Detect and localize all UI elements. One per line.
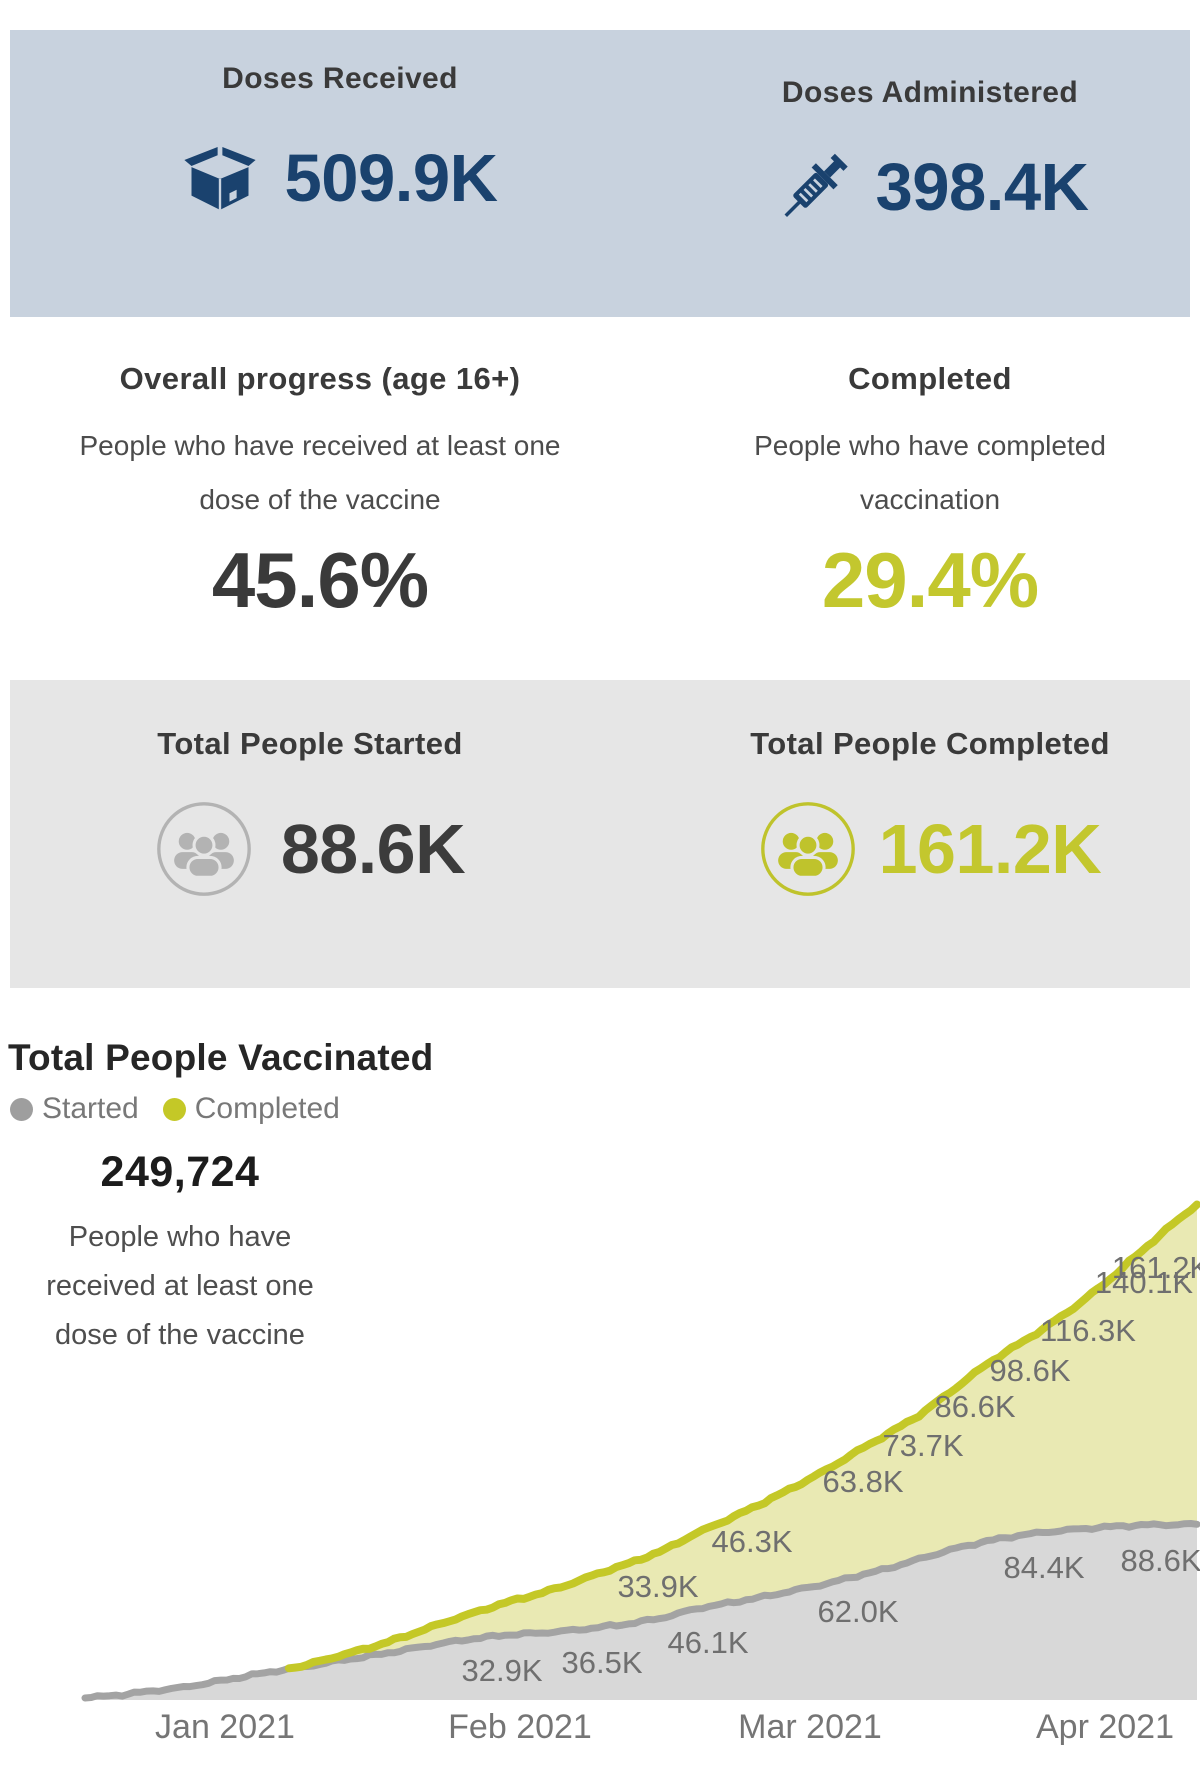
completed-progress-desc-line: People who have completed [754, 430, 1106, 461]
syringe-icon [771, 144, 857, 230]
data-label-started: 84.4K [1003, 1550, 1084, 1585]
total-completed-block: Total People Completed 161.2K [670, 680, 1190, 988]
legend: Started Completed [10, 1092, 364, 1126]
completed-line [284, 1200, 1200, 1673]
started-line [81, 1520, 1200, 1702]
data-label-started: 32.9K [461, 1653, 542, 1688]
totals-card[interactable]: Total People Started 88.6K Total People … [10, 680, 1190, 988]
x-axis-label: Mar 2021 [738, 1708, 882, 1746]
completed-progress-desc-line: vaccination [859, 484, 1001, 515]
data-label-started: 46.1K [667, 1625, 748, 1660]
overall-progress-value: 45.6% [211, 536, 429, 624]
people-icon [759, 800, 857, 898]
data-label-started: 88.6K [1120, 1543, 1200, 1578]
data-label-completed: 140.1K [1095, 1265, 1194, 1300]
doses-received-block: Doses Received 509.9K [10, 30, 670, 317]
completed-area [288, 1204, 1197, 1669]
doses-summary-card[interactable]: Doses Received 509.9K Doses Administered [10, 30, 1190, 317]
doses-administered-value: 398.4K [875, 149, 1089, 225]
total-completed-value: 161.2K [878, 810, 1102, 888]
data-label-completed: 116.3K [1040, 1313, 1136, 1348]
data-label-completed: 161.2K [1112, 1250, 1200, 1285]
legend-item-started[interactable]: Started [10, 1092, 139, 1126]
data-label-started: 36.5K [561, 1645, 642, 1680]
completed-progress-block: Completed People who have completed vacc… [650, 317, 1200, 680]
legend-item-completed[interactable]: Completed [162, 1092, 340, 1126]
doses-received-value: 509.9K [284, 141, 498, 216]
legend-dot [162, 1097, 186, 1121]
data-label-completed: 33.9K [617, 1569, 698, 1604]
legend-label: Completed [194, 1092, 340, 1125]
overall-progress-desc-line: dose of the vaccine [199, 484, 441, 515]
x-axis-label: Jan 2021 [155, 1708, 295, 1746]
started-area [85, 1523, 1197, 1700]
total-started-block: Total People Started 88.6K [20, 680, 600, 988]
chart-title: Total People Vaccinated [8, 1036, 434, 1078]
total-started-label: Total People Started [157, 726, 463, 761]
data-label-completed: 46.3K [711, 1524, 792, 1559]
progress-card[interactable]: Overall progress (age 16+) People who ha… [10, 317, 1190, 680]
completed-progress-title: Completed [848, 361, 1012, 396]
overall-progress-desc-line: People who have received at least one [79, 430, 561, 461]
overall-progress-block: Overall progress (age 16+) People who ha… [20, 317, 620, 680]
data-label-completed: 63.8K [822, 1464, 903, 1499]
x-axis-label: Apr 2021 [1036, 1708, 1174, 1746]
overall-progress-title: Overall progress (age 16+) [119, 361, 521, 396]
people-icon [155, 800, 253, 898]
legend-label: Started [42, 1092, 139, 1125]
vaccination-chart[interactable]: 249,724 People who have received at leas… [0, 1080, 1200, 1760]
box-icon [182, 141, 258, 217]
total-started-value: 88.6K [280, 810, 466, 888]
doses-administered-label: Doses Administered [781, 76, 1079, 109]
data-label-completed: 98.6K [989, 1353, 1070, 1388]
doses-administered-block: Doses Administered 398.4K [670, 30, 1190, 317]
data-label-started: 62.0K [817, 1594, 898, 1629]
data-label-completed: 73.7K [882, 1428, 963, 1463]
x-axis-label: Feb 2021 [448, 1708, 592, 1746]
chart-svg: 32.9K 36.5K 46.1K 62.0K 84.4K 88.6K 33.9K 46.3K… [81, 1200, 1200, 1746]
data-label-completed: 86.6K [934, 1389, 1015, 1424]
legend-dot [10, 1097, 33, 1121]
total-completed-label: Total People Completed [750, 726, 1110, 761]
doses-received-label: Doses Received [222, 62, 458, 95]
completed-progress-value: 29.4% [821, 536, 1039, 624]
